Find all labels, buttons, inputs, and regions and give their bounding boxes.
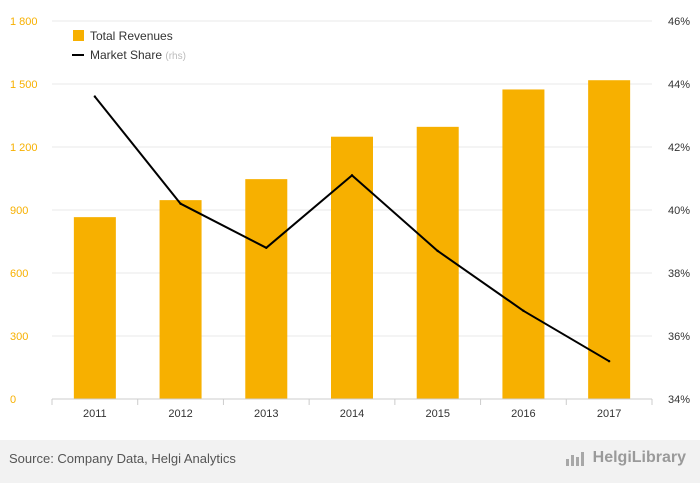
y-right-tick-label: 40% — [668, 205, 690, 217]
x-tick-label: 2016 — [511, 408, 535, 420]
y-right-tick-label: 42% — [668, 142, 690, 154]
y-right-tick-label: 44% — [668, 79, 690, 91]
legend-label-market-share[interactable]: Market Share (rhs) — [90, 48, 186, 62]
source-note: Source: Company Data, Helgi Analytics — [9, 451, 236, 466]
bar-total-revenues[interactable] — [331, 136, 373, 399]
combo-chart: 0 300 600 900 1 200 1 500 1 800 34% 36% 38% 40% 42%… — [10, 16, 690, 420]
y-right-tick-label: 46% — [668, 16, 690, 28]
bar-total-revenues[interactable] — [245, 179, 288, 399]
bar-total-revenues[interactable] — [502, 89, 545, 400]
point-market-share[interactable] — [265, 246, 268, 249]
point-market-share[interactable] — [522, 309, 525, 312]
y-right-tick-label: 38% — [668, 268, 690, 280]
point-market-share[interactable] — [607, 360, 611, 363]
point-market-share[interactable] — [179, 202, 182, 205]
y-left-tick-label: 300 — [10, 331, 28, 343]
point-market-share[interactable] — [93, 95, 97, 98]
helgi-library-icon — [565, 450, 587, 466]
brand-name: HelgiLibrary — [592, 449, 686, 466]
y-left-tick-label: 600 — [10, 268, 28, 280]
legend-label-total-revenues[interactable]: Total Revenues — [90, 29, 173, 43]
x-tick-label: 2013 — [254, 408, 278, 420]
bar-total-revenues[interactable] — [416, 126, 459, 399]
bar-total-revenues[interactable] — [73, 217, 116, 399]
x-tick-label: 2017 — [597, 408, 621, 420]
legend-rhs-note: (rhs) — [165, 51, 186, 62]
y-left-tick-label: 1 500 — [10, 79, 38, 91]
bar-total-revenues[interactable] — [588, 80, 631, 399]
y-right-tick-label: 34% — [668, 394, 690, 406]
point-market-share[interactable] — [436, 249, 439, 253]
y-right-tick-label: 36% — [668, 331, 690, 343]
point-market-share[interactable] — [350, 174, 354, 177]
x-tick-label: 2011 — [83, 408, 107, 420]
y-left-tick-label: 1 200 — [10, 142, 38, 154]
chart-footer: Source: Company Data, Helgi Analytics He… — [0, 440, 700, 483]
brand-logo[interactable]: HelgiLibrary — [565, 449, 686, 467]
y-left-tick-label: 900 — [10, 205, 28, 217]
legend-swatch-total-revenues — [73, 30, 84, 41]
x-tick-label: 2012 — [168, 408, 192, 420]
x-tick-label: 2015 — [425, 408, 449, 420]
bar-total-revenues[interactable] — [159, 200, 202, 399]
x-tick-label: 2014 — [340, 408, 364, 420]
y-left-tick-label: 0 — [10, 394, 16, 406]
y-left-tick-label: 1 800 — [10, 16, 38, 28]
